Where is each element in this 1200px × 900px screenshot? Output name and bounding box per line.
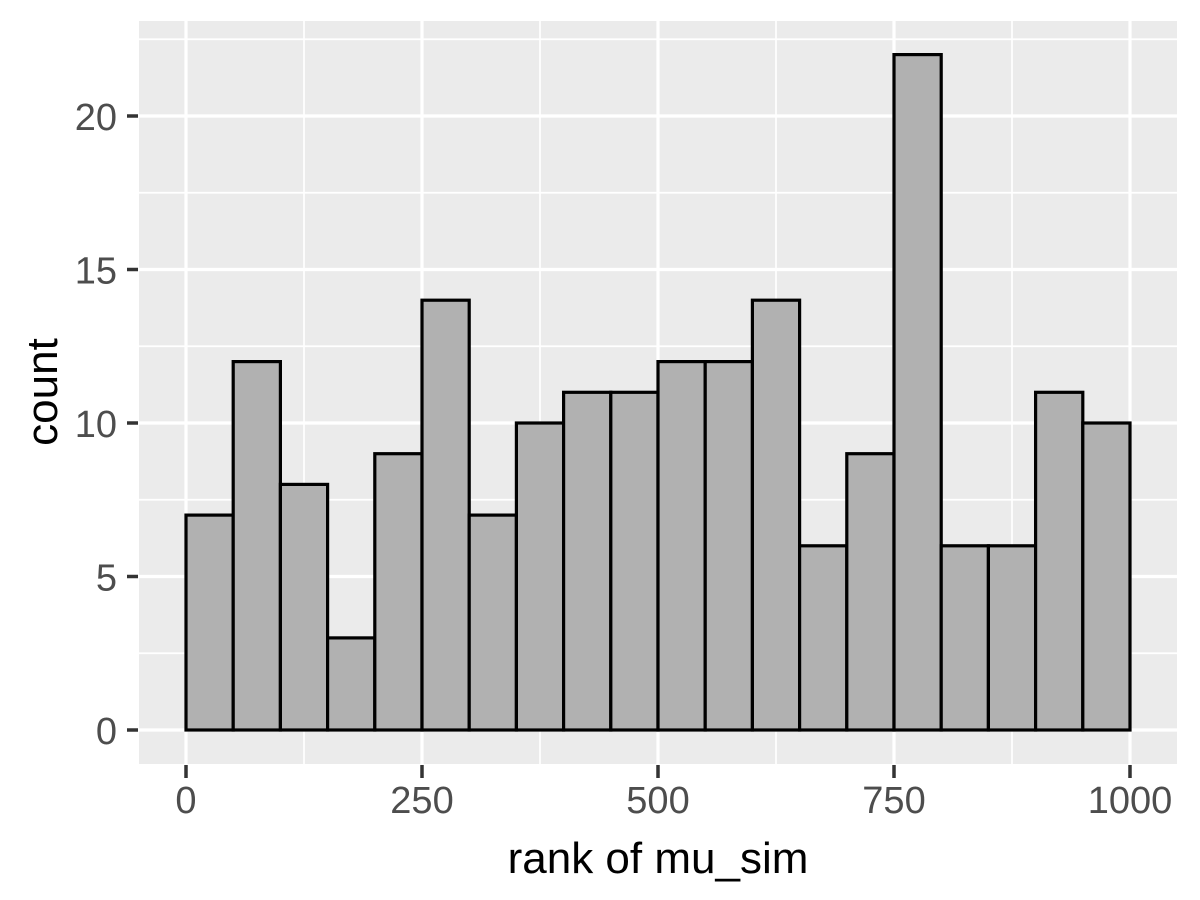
- histogram-bar: [514, 421, 566, 732]
- y-tick-label: 20: [75, 97, 117, 139]
- histogram-bar: [326, 636, 377, 732]
- x-tick-label: 500: [626, 780, 689, 822]
- histogram-bar: [373, 452, 424, 732]
- histogram-bar: [184, 513, 235, 732]
- y-tick-label: 10: [75, 404, 117, 446]
- histogram-bar: [420, 298, 471, 732]
- x-axis-title: rank of mu_sim: [508, 834, 809, 883]
- histogram-bar: [939, 544, 991, 732]
- x-tick-label: 0: [175, 780, 196, 822]
- y-axis-title: count: [18, 338, 67, 446]
- histogram-bar: [797, 544, 849, 732]
- histogram-bar: [703, 360, 755, 732]
- histogram-bar: [892, 52, 943, 732]
- histogram-bar: [231, 360, 282, 732]
- x-tick-label: 750: [862, 780, 925, 822]
- histogram-bar: [656, 360, 707, 732]
- plot-area: 0 250 500 750 1000 0 5 10 15 20: [75, 21, 1177, 822]
- histogram-bar: [609, 390, 660, 732]
- y-tick-label: 0: [96, 711, 117, 753]
- y-tick-label: 5: [96, 558, 117, 600]
- histogram-bar: [561, 390, 613, 732]
- histogram-bar: [278, 482, 330, 732]
- histogram-bar: [750, 298, 802, 732]
- x-tick-label: 250: [390, 780, 453, 822]
- histogram-bar: [845, 452, 896, 732]
- histogram-bar: [467, 513, 519, 732]
- histogram-bar: [1081, 421, 1132, 732]
- y-tick-label: 15: [75, 251, 117, 293]
- histogram-bar: [1033, 390, 1085, 732]
- x-tick-label: 1000: [1088, 780, 1173, 822]
- histogram-bar: [986, 544, 1038, 732]
